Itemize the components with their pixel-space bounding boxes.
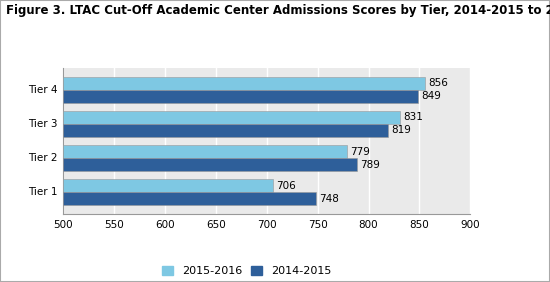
Bar (63, 90, 419, 103)
Text: 856: 856 (428, 78, 448, 88)
Bar (63, 158, 358, 171)
Text: 748: 748 (318, 194, 338, 204)
Text: 831: 831 (403, 113, 423, 122)
Text: 849: 849 (421, 91, 441, 101)
Bar (63, 145, 347, 158)
Text: 819: 819 (391, 125, 411, 135)
Legend: 2015-2016, 2014-2015: 2015-2016, 2014-2015 (162, 266, 331, 276)
Bar (63, 192, 316, 205)
Text: 789: 789 (360, 160, 380, 169)
Bar (63, 111, 400, 124)
Text: Figure 3. LTAC Cut-Off Academic Center Admissions Scores by Tier, 2014-2015 to 2: Figure 3. LTAC Cut-Off Academic Center A… (6, 4, 550, 17)
Bar (63, 77, 426, 90)
Text: 779: 779 (350, 147, 370, 157)
Text: 706: 706 (276, 181, 296, 191)
Bar (63, 124, 388, 137)
Bar (63, 179, 273, 192)
